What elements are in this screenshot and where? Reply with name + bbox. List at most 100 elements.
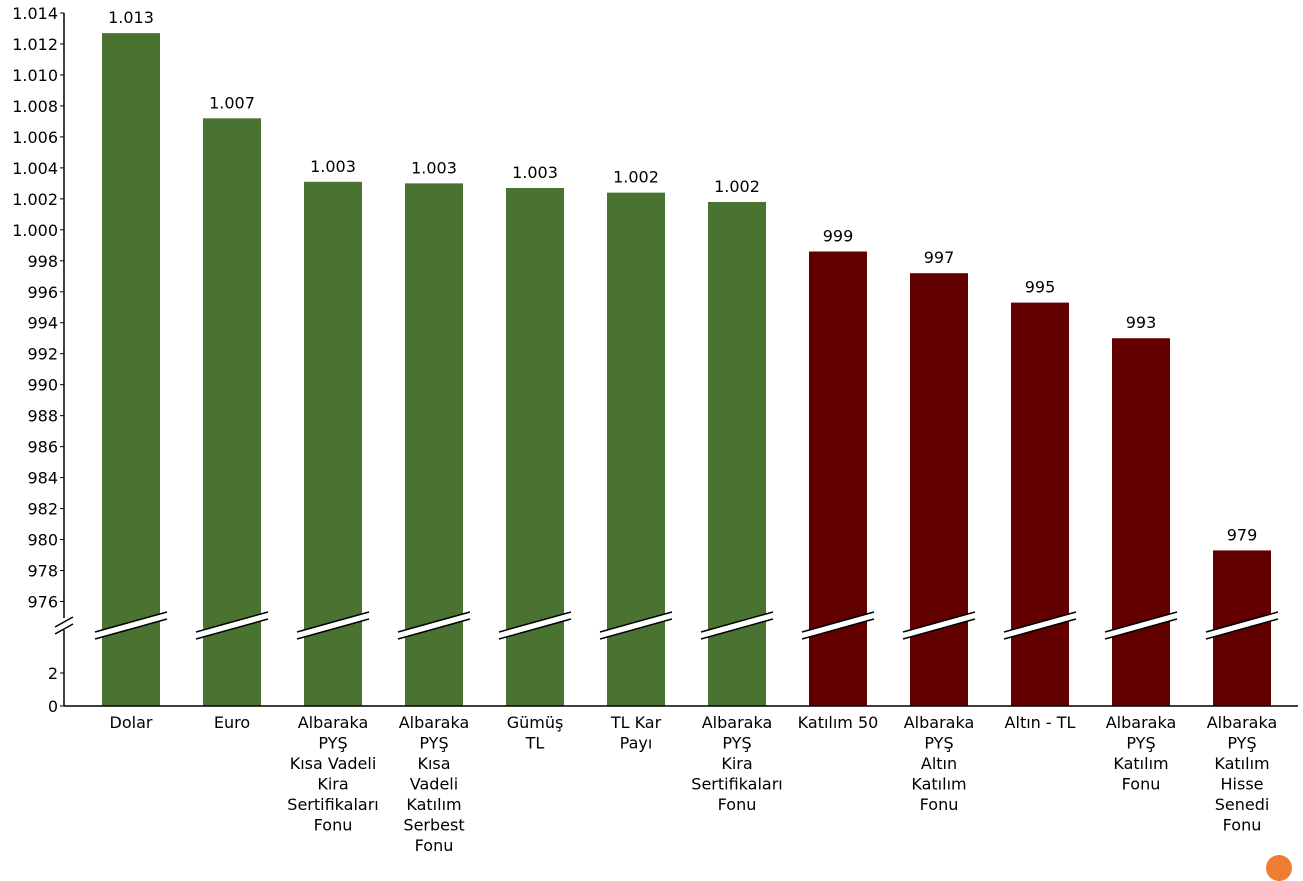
category-label: Dolar	[110, 713, 153, 732]
category-label-line: Fonu	[718, 795, 757, 814]
category-label-line: Katılım	[1113, 754, 1168, 773]
bar	[1112, 338, 1170, 706]
bar-break-line	[1003, 618, 1077, 640]
y-tick-label: 2	[48, 664, 58, 683]
category-label-line: Euro	[214, 713, 250, 732]
data-label: 993	[1126, 313, 1157, 332]
bar-break-line	[296, 618, 370, 640]
y-tick-label: 976	[27, 593, 58, 612]
category-label-line: Katılım	[406, 795, 461, 814]
y-tick-label: 1.006	[12, 128, 58, 147]
category-label-line: Dolar	[110, 713, 153, 732]
category-label-line: Hisse	[1221, 775, 1264, 794]
category-label: Albaraka PYŞ Katılım Hisse Senedi Fonu	[1207, 713, 1278, 835]
bar-break-line	[1205, 611, 1279, 633]
axis-break-marks	[94, 611, 1279, 640]
category-label-line: Albaraka	[298, 713, 369, 732]
data-label: 1.002	[613, 168, 659, 187]
bar-break-line	[599, 611, 673, 633]
bar-break-line	[801, 611, 875, 633]
y-tick-label: 978	[27, 562, 58, 581]
bar-break-line	[700, 618, 774, 640]
category-label-line: PYŞ	[1126, 734, 1155, 753]
data-labels: 1.013 1.007 1.003 1.003 1.003 1.002 1.002 999 99…	[108, 8, 1257, 544]
category-label-line: Fonu	[1223, 816, 1262, 835]
category-label-line: Vadeli	[410, 775, 458, 794]
data-label: 979	[1227, 525, 1258, 544]
y-tick-label: 992	[27, 345, 58, 364]
y-tick-label: 1.002	[12, 190, 58, 209]
category-label-line: PYŞ	[924, 734, 953, 753]
category-label-line: Kira	[317, 775, 348, 794]
category-label-line: Albaraka	[904, 713, 975, 732]
bar-break-gap	[196, 612, 268, 639]
data-label: 1.003	[411, 158, 457, 177]
y-tick-label: 998	[27, 252, 58, 271]
axis-break-mark-2	[54, 623, 74, 635]
bar-break-line	[498, 611, 572, 633]
y-tick-label: 988	[27, 407, 58, 426]
category-label-line: Senedi	[1215, 795, 1270, 814]
bar-break-line	[1104, 611, 1178, 633]
category-label-line: Kısa	[417, 754, 450, 773]
y-tick-label: 1.010	[12, 66, 58, 85]
y-tick-label: 980	[27, 531, 58, 550]
bar-break-line	[700, 611, 774, 633]
category-label: Albaraka PYŞ Kısa Vadeli Katılım Serbest Fonu	[399, 713, 470, 855]
bar	[1011, 302, 1069, 706]
bar-break-gap	[95, 612, 167, 639]
bar-break-line	[498, 618, 572, 640]
category-label-line: Kısa Vadeli	[290, 754, 377, 773]
bar-break-line	[397, 611, 471, 633]
data-label: 1.003	[512, 163, 558, 182]
bar-break-line	[1205, 618, 1279, 640]
y-tick-label: 982	[27, 500, 58, 519]
category-label-line: PYŞ	[419, 734, 448, 753]
bar-break-line	[599, 618, 673, 640]
bar-break-line	[296, 611, 370, 633]
bar-break-gap	[701, 612, 773, 639]
category-label: Albaraka PYŞ Kira Sertifikaları Fonu	[691, 713, 782, 814]
page-corner-marker	[1266, 855, 1292, 881]
category-label-line: PYŞ	[722, 734, 751, 753]
y-tick-label: 996	[27, 283, 58, 302]
category-label-line: Katılım	[911, 775, 966, 794]
category-labels: Dolar Euro Albaraka PYŞ Kısa Vadeli Kira Serti…	[110, 713, 1278, 855]
category-label-line: PYŞ	[1227, 734, 1256, 753]
bar-break-gap	[1206, 612, 1278, 639]
bar-break-gap	[1105, 612, 1177, 639]
data-label: 995	[1025, 278, 1056, 297]
category-label: Albaraka PYŞ Altın Katılım Fonu	[904, 713, 975, 814]
bar-break-gap	[802, 612, 874, 639]
axes	[54, 13, 1298, 707]
bar-break-line	[902, 618, 976, 640]
bar-break-line	[195, 618, 269, 640]
category-label-line: Altın	[921, 754, 957, 773]
y-tick-label: 1.014	[12, 4, 58, 23]
y-tick-label: 984	[27, 469, 58, 488]
data-label: 1.002	[714, 177, 760, 196]
category-label-line: Payı	[620, 734, 653, 753]
category-label-line: Fonu	[1122, 775, 1161, 794]
y-tick-label: 994	[27, 314, 58, 333]
category-label-line: Sertifikaları	[691, 775, 782, 794]
bar	[910, 273, 968, 706]
bar-break-gap	[600, 612, 672, 639]
y-tick-label: 1.012	[12, 35, 58, 54]
category-label-line: Katılım	[1214, 754, 1269, 773]
category-label-line: Fonu	[314, 816, 353, 835]
bar-break-line	[94, 611, 168, 633]
bar-break-line	[195, 611, 269, 633]
category-label-line: PYŞ	[318, 734, 347, 753]
y-tick-label: 1.004	[12, 159, 58, 178]
bar-break-line	[1104, 618, 1178, 640]
category-label-line: Sertifikaları	[287, 795, 378, 814]
category-label-line: Albaraka	[1106, 713, 1177, 732]
y-tick-labels: 976 978 980 982 984 986 988 990 992 994 996 998 1.00…	[12, 4, 64, 716]
bar-break-line	[94, 618, 168, 640]
y-tick-label: 986	[27, 438, 58, 457]
y-tick-label: 990	[27, 376, 58, 395]
data-label: 1.013	[108, 8, 154, 27]
category-label: Albaraka PYŞ Katılım Fonu	[1106, 713, 1177, 794]
category-label-line: Katılım 50	[798, 713, 879, 732]
